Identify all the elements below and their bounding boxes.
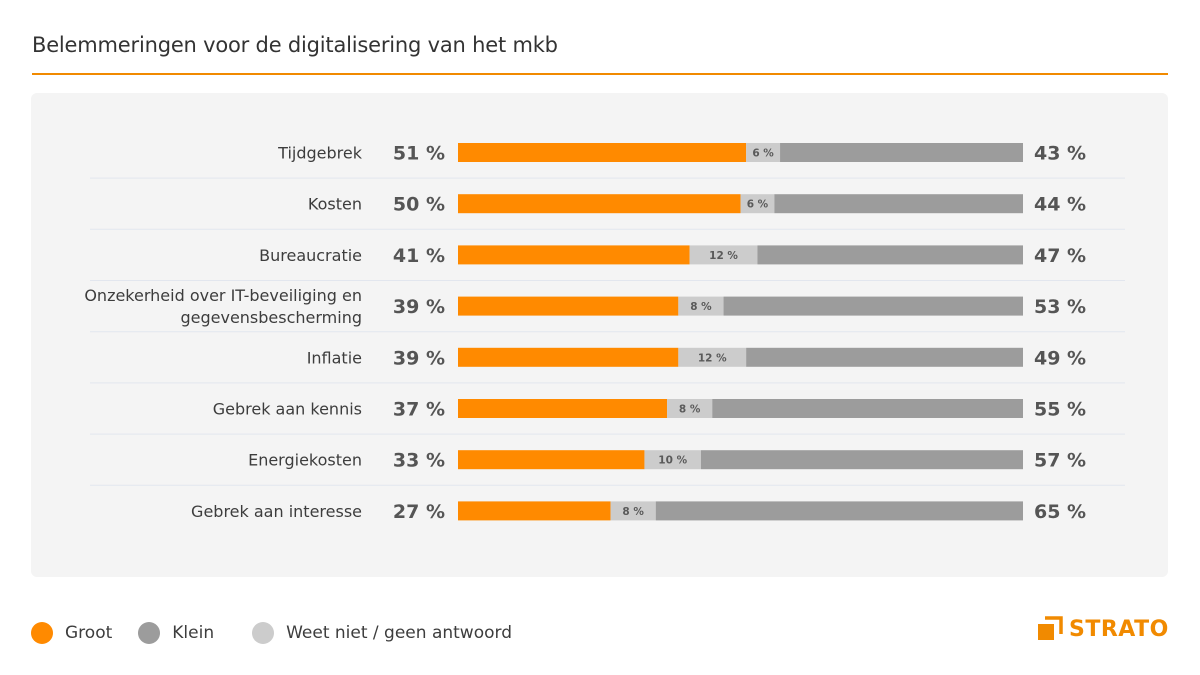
data-label-groot: 50 % [393, 194, 445, 216]
data-label-klein: 57 % [1034, 450, 1086, 472]
bar-groot [458, 347, 679, 367]
data-label-klein: 43 % [1034, 143, 1086, 165]
data-label-weet-niet: 8 % [679, 404, 701, 416]
data-label-groot: 33 % [393, 450, 445, 472]
bar-groot [458, 296, 679, 316]
legend-swatch-klein [138, 622, 161, 644]
bar-klein [780, 143, 1023, 162]
bar-klein [723, 296, 1023, 316]
data-label-klein: 65 % [1034, 501, 1086, 523]
category-label: Tijdgebrek [277, 144, 363, 163]
category-label: Energiekosten [248, 451, 362, 470]
chart-title: Belemmeringen voor de digitalisering van… [32, 33, 558, 57]
strato-logo-icon [1038, 616, 1063, 640]
bar-klein [655, 501, 1023, 521]
data-label-klein: 49 % [1034, 347, 1086, 369]
chart-panel [31, 93, 1168, 577]
data-label-weet-niet: 12 % [698, 352, 727, 364]
category-label: Gebrek aan interesse [191, 502, 362, 521]
bar-groot [458, 399, 668, 418]
bar-groot [458, 143, 747, 162]
data-label-klein: 47 % [1034, 245, 1086, 267]
bar-groot [458, 194, 741, 214]
strato-logo: STRATO [1037, 616, 1169, 642]
legend-label-groot: Groot [65, 623, 113, 643]
category-label-line: gegevensbescherming [180, 308, 362, 327]
logo-text: STRATO [1069, 616, 1169, 642]
bar-weet-niet [678, 347, 747, 367]
bar-weet-niet [667, 399, 713, 418]
legend: Groot Klein Weet niet / geen antwoord [31, 621, 538, 645]
data-label-weet-niet: 6 % [747, 199, 769, 211]
category-label: Onzekerheid over IT-beveiliging en gegeve… [84, 286, 362, 327]
category-label: Gebrek aan kennis [213, 400, 362, 419]
legend-swatch-groot [31, 622, 53, 644]
data-label-weet-niet: 10 % [658, 455, 687, 467]
bar-klein [757, 245, 1023, 265]
legend-label-klein: Klein [172, 623, 215, 643]
data-label-weet-niet: 8 % [690, 301, 712, 313]
data-label-groot: 39 % [393, 296, 445, 318]
legend-item-weet-niet: Weet niet / geen antwoord [252, 622, 512, 644]
bar-klein [746, 347, 1023, 367]
data-label-klein: 44 % [1034, 194, 1086, 216]
bar-weet-niet [644, 450, 701, 470]
bar-weet-niet [689, 245, 758, 265]
category-label: Bureaucratie [259, 246, 362, 265]
bar-groot [458, 450, 645, 470]
data-label-klein: 55 % [1034, 399, 1086, 421]
category-label: Kosten [308, 195, 362, 214]
legend-item-klein: Klein [138, 622, 214, 644]
bar-klein [700, 450, 1023, 470]
legend-swatch-weet-niet [252, 622, 275, 644]
bar-groot [458, 245, 690, 265]
data-label-groot: 37 % [393, 399, 445, 421]
bar-groot [458, 501, 611, 521]
bar-weet-niet [746, 143, 781, 162]
bar-klein [712, 399, 1023, 418]
legend-label-weet-niet: Weet niet / geen antwoord [286, 623, 512, 643]
bar-klein [774, 194, 1023, 214]
data-label-weet-niet: 8 % [622, 506, 644, 518]
data-label-weet-niet: 12 % [709, 250, 738, 262]
title-divider [32, 73, 1168, 75]
category-label-line: Onzekerheid over IT-beveiliging en [84, 286, 362, 305]
data-label-groot: 51 % [393, 143, 445, 165]
data-label-klein: 53 % [1034, 296, 1086, 318]
bar-weet-niet [678, 296, 724, 316]
data-label-groot: 41 % [393, 245, 445, 267]
bar-weet-niet [610, 501, 656, 521]
data-label-groot: 27 % [393, 501, 445, 523]
bar-weet-niet [740, 194, 775, 214]
legend-item-groot: Groot [31, 622, 112, 644]
category-label: Inflatie [307, 348, 362, 367]
data-label-groot: 39 % [393, 347, 445, 369]
data-label-weet-niet: 6 % [752, 148, 774, 160]
